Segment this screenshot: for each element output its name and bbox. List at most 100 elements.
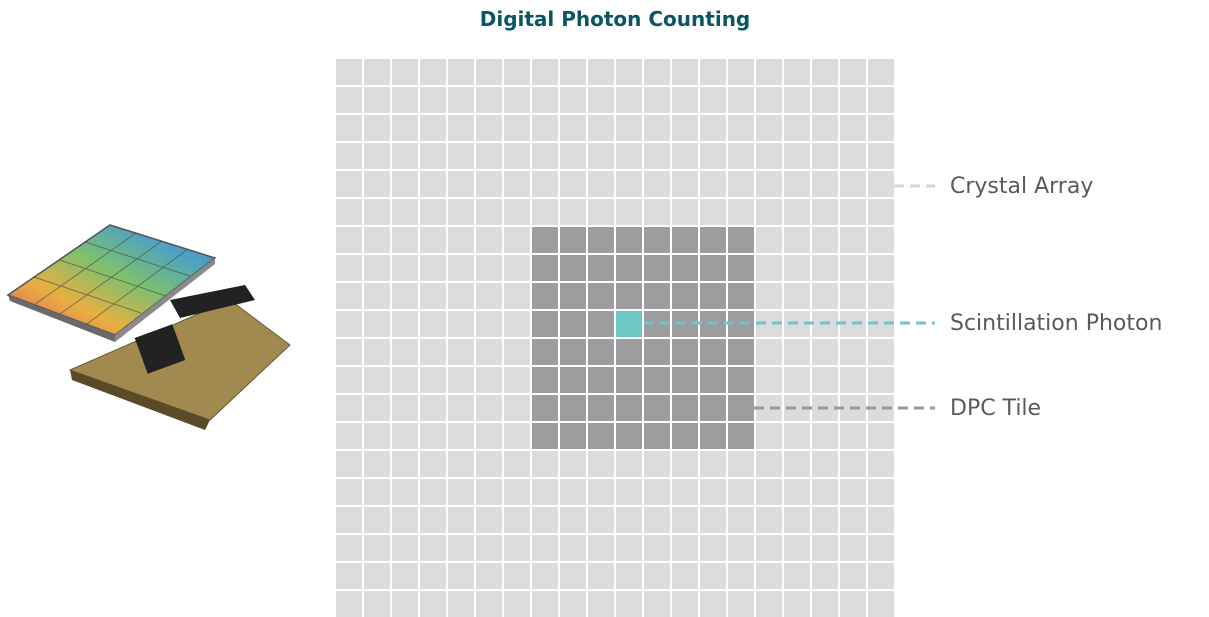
crystal-cell — [476, 311, 502, 337]
crystal-cell — [672, 451, 698, 477]
crystal-cell — [532, 171, 558, 197]
crystal-cell — [756, 563, 782, 589]
crystal-cell — [672, 143, 698, 169]
crystal-cell — [364, 171, 390, 197]
crystal-cell — [476, 367, 502, 393]
crystal-cell — [336, 367, 362, 393]
crystal-cell — [756, 591, 782, 617]
crystal-cell — [364, 535, 390, 561]
crystal-cell — [336, 143, 362, 169]
crystal-cell — [448, 227, 474, 253]
crystal-cell — [448, 171, 474, 197]
title: Digital Photon Counting — [480, 7, 751, 31]
tile-cell — [728, 255, 754, 281]
crystal-cell — [336, 199, 362, 225]
crystal-cell — [336, 87, 362, 113]
crystal-cell — [504, 199, 530, 225]
crystal-cell — [784, 115, 810, 141]
crystal-cell — [728, 535, 754, 561]
crystal-cell — [812, 283, 838, 309]
crystal-cell — [812, 451, 838, 477]
crystal-cell — [392, 199, 418, 225]
crystal-cell — [756, 451, 782, 477]
crystal-cell — [700, 143, 726, 169]
tile-cell — [644, 423, 670, 449]
crystal-cell — [532, 563, 558, 589]
crystal-cell — [336, 171, 362, 197]
crystal-cell — [420, 423, 446, 449]
crystal-cell — [476, 283, 502, 309]
crystal-cell — [532, 199, 558, 225]
crystal-cell — [532, 115, 558, 141]
crystal-cell — [868, 563, 894, 589]
tile-cell — [560, 339, 586, 365]
crystal-cell — [448, 87, 474, 113]
label: Scintillation Photon — [950, 311, 1162, 336]
crystal-cell — [700, 507, 726, 533]
crystal-cell — [840, 563, 866, 589]
crystal-cell — [700, 591, 726, 617]
crystal-cell — [336, 339, 362, 365]
crystal-cell — [840, 87, 866, 113]
crystal-cell — [728, 171, 754, 197]
crystal-cell — [672, 87, 698, 113]
tile-cell — [672, 227, 698, 253]
crystal-cell — [840, 227, 866, 253]
crystal-cell — [336, 115, 362, 141]
crystal-cell — [700, 199, 726, 225]
crystal-cell — [728, 507, 754, 533]
crystal-cell — [672, 59, 698, 85]
crystal-cell — [728, 199, 754, 225]
photon-cell — [616, 311, 642, 337]
crystal-cell — [868, 367, 894, 393]
tile-cell — [532, 283, 558, 309]
crystal-cell — [840, 535, 866, 561]
tile-cell — [532, 227, 558, 253]
crystal-cell — [392, 87, 418, 113]
crystal-cell — [616, 591, 642, 617]
crystal-cell — [644, 451, 670, 477]
crystal-cell — [756, 87, 782, 113]
crystal-cell — [336, 227, 362, 253]
crystal-cell — [504, 563, 530, 589]
label: Crystal Array — [950, 174, 1093, 199]
crystal-cell — [868, 255, 894, 281]
crystal-cell — [728, 479, 754, 505]
crystal-cell — [700, 479, 726, 505]
crystal-cell — [840, 339, 866, 365]
crystal-cell — [364, 255, 390, 281]
tile-cell — [532, 311, 558, 337]
crystal-cell — [784, 339, 810, 365]
crystal-cell — [700, 535, 726, 561]
crystal-cell — [364, 479, 390, 505]
crystal-cell — [336, 311, 362, 337]
crystal-cell — [616, 451, 642, 477]
crystal-grid — [336, 59, 894, 617]
label: DPC Tile — [950, 396, 1041, 421]
crystal-cell — [588, 591, 614, 617]
crystal-cell — [700, 451, 726, 477]
tile-cell — [560, 311, 586, 337]
crystal-cell — [784, 143, 810, 169]
tile-cell — [560, 423, 586, 449]
crystal-cell — [588, 563, 614, 589]
crystal-cell — [644, 143, 670, 169]
crystal-cell — [672, 563, 698, 589]
tile-cell — [588, 255, 614, 281]
crystal-cell — [616, 143, 642, 169]
crystal-cell — [392, 115, 418, 141]
crystal-cell — [616, 535, 642, 561]
crystal-cell — [448, 507, 474, 533]
crystal-cell — [504, 171, 530, 197]
crystal-cell — [504, 227, 530, 253]
tile-cell — [532, 423, 558, 449]
crystal-cell — [672, 171, 698, 197]
crystal-cell — [364, 367, 390, 393]
crystal-cell — [588, 171, 614, 197]
crystal-cell — [420, 115, 446, 141]
crystal-cell — [588, 507, 614, 533]
crystal-cell — [812, 367, 838, 393]
crystal-cell — [336, 591, 362, 617]
crystal-cell — [644, 591, 670, 617]
crystal-cell — [868, 479, 894, 505]
